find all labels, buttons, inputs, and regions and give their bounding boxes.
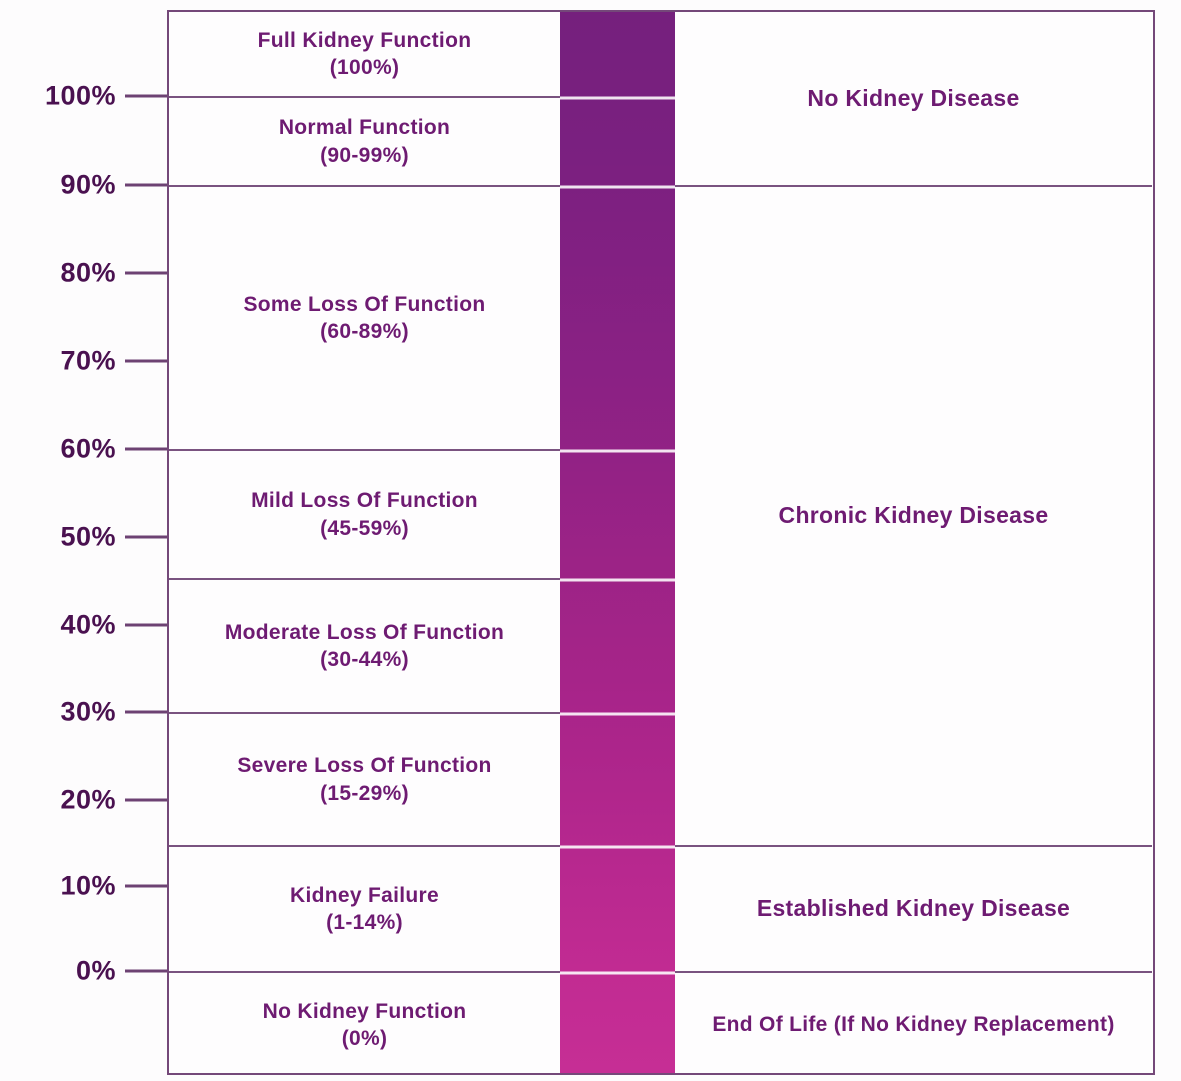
- function-level-label: Normal Function (90-99%): [278, 116, 451, 167]
- gradient-divider-30pct: [560, 712, 675, 716]
- disease-stage-row: No Kidney Disease: [675, 12, 1152, 187]
- disease-stages-column: No Kidney Disease Chronic Kidney Disease…: [675, 12, 1152, 1073]
- function-level-row: Severe Loss Of Function (15-29%): [169, 714, 560, 847]
- y-axis-tick: 90%: [0, 169, 167, 200]
- disease-stage-label: End Of Life (If No Kidney Replacement): [712, 1013, 1115, 1037]
- y-axis-tick-line: [125, 969, 167, 973]
- gradient-divider-45pct: [560, 578, 675, 582]
- y-axis-tick: 30%: [0, 696, 167, 727]
- y-axis-tick-label: 90%: [60, 169, 116, 200]
- disease-stage-label: No Kidney Disease: [807, 84, 1020, 111]
- gradient-divider-100pct: [560, 96, 675, 100]
- y-axis-tick-label: 30%: [60, 696, 116, 727]
- function-level-row: Kidney Failure (1-14%): [169, 847, 560, 973]
- y-axis-tick-label: 10%: [60, 870, 116, 901]
- y-axis-tick: 20%: [0, 784, 167, 815]
- y-axis-tick: 10%: [0, 870, 167, 901]
- y-axis-tick-label: 0%: [75, 955, 116, 986]
- y-axis-tick-label: 60%: [60, 433, 116, 464]
- function-level-row: Full Kidney Function (100%): [169, 12, 560, 98]
- y-axis-tick-label: 50%: [60, 521, 116, 552]
- y-axis-tick-label: 100%: [44, 80, 116, 111]
- function-levels-column: Full Kidney Function (100%) Normal Functi…: [169, 12, 560, 1073]
- function-level-row: Normal Function (90-99%): [169, 98, 560, 187]
- function-level-row: Mild Loss Of Function (45-59%): [169, 451, 560, 580]
- y-axis-tick: 40%: [0, 609, 167, 640]
- function-level-label: Some Loss Of Function (60-89%): [243, 292, 486, 343]
- y-axis-tick-line: [125, 710, 167, 714]
- function-level-label: Full Kidney Function (100%): [257, 28, 472, 79]
- function-level-label: No Kidney Function (0%): [262, 999, 467, 1050]
- y-axis-tick: 70%: [0, 345, 167, 376]
- y-axis-tick-line: [125, 798, 167, 802]
- y-axis-tick-label: 70%: [60, 345, 116, 376]
- function-level-label: Kidney Failure (1-14%): [290, 883, 439, 934]
- function-level-label: Mild Loss Of Function (45-59%): [251, 489, 478, 540]
- gradient-divider-0pct: [560, 971, 675, 975]
- function-level-row: Moderate Loss Of Function (30-44%): [169, 580, 560, 714]
- function-level-label: Moderate Loss Of Function (30-44%): [224, 620, 505, 671]
- disease-stage-label: Chronic Kidney Disease: [778, 502, 1049, 529]
- y-axis-tick-line: [125, 884, 167, 888]
- y-axis-tick: 60%: [0, 433, 167, 464]
- y-axis-tick-line: [125, 447, 167, 451]
- gradient-divider-90pct: [560, 185, 675, 189]
- disease-stage-row: Established Kidney Disease: [675, 847, 1152, 973]
- gradient-divider-15pct: [560, 845, 675, 849]
- y-axis-tick: 0%: [0, 955, 167, 986]
- y-axis-tick-line: [125, 535, 167, 539]
- function-gradient-bar: [560, 12, 675, 1073]
- disease-stage-row: Chronic Kidney Disease: [675, 187, 1152, 847]
- y-axis-tick-line: [125, 359, 167, 363]
- chart-box: Full Kidney Function (100%) Normal Functi…: [167, 10, 1155, 1075]
- y-axis-tick-label: 20%: [60, 784, 116, 815]
- function-level-row: No Kidney Function (0%): [169, 973, 560, 1077]
- disease-stage-row: End Of Life (If No Kidney Replacement): [675, 973, 1152, 1077]
- function-level-row: Some Loss Of Function (60-89%): [169, 187, 560, 451]
- y-axis-tick-line: [125, 623, 167, 627]
- gradient-divider-60pct: [560, 449, 675, 453]
- y-axis-tick: 50%: [0, 521, 167, 552]
- y-axis-tick-line: [125, 271, 167, 275]
- y-axis-tick: 100%: [0, 80, 167, 111]
- disease-stage-label: Established Kidney Disease: [756, 895, 1071, 922]
- y-axis-tick: 80%: [0, 257, 167, 288]
- y-axis-tick-label: 80%: [60, 257, 116, 288]
- y-axis-tick-line: [125, 183, 167, 187]
- y-axis-tick-label: 40%: [60, 609, 116, 640]
- y-axis-tick-line: [125, 94, 167, 98]
- function-level-label: Severe Loss Of Function (15-29%): [237, 754, 492, 805]
